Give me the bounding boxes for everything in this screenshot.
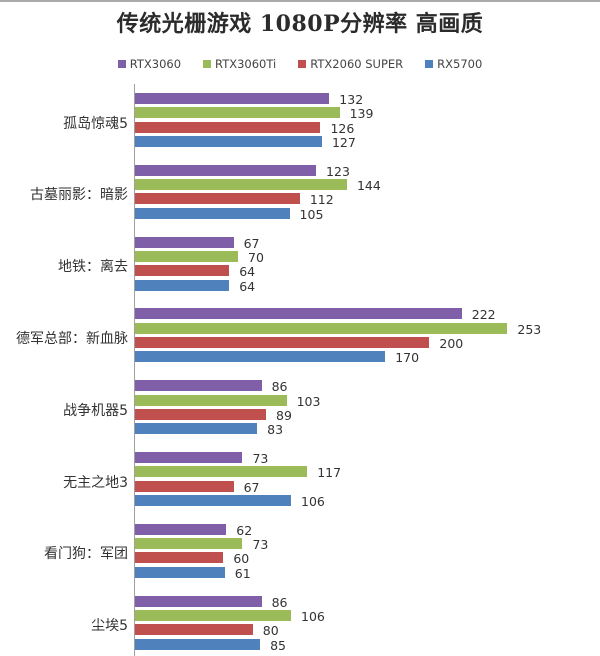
data-label: 200 xyxy=(439,336,464,351)
category-label: 孤岛惊魂5 xyxy=(63,115,128,132)
bar xyxy=(135,595,262,607)
legend-swatch-icon xyxy=(425,60,434,68)
legend-item-rx5700: RX5700 xyxy=(425,57,482,71)
data-label: 62 xyxy=(236,522,253,538)
data-label: 80 xyxy=(262,623,279,639)
legend-swatch-icon xyxy=(298,60,307,68)
bar xyxy=(135,609,292,621)
data-label: 222 xyxy=(471,307,496,323)
legend: RTX3060 RTX3060Ti RTX2060 SUPER RX5700 xyxy=(0,57,600,71)
legend-item-rtx3060ti: RTX3060Ti xyxy=(203,57,276,71)
bar xyxy=(135,193,300,205)
legend-item-rtx2060super: RTX2060 SUPER xyxy=(298,57,403,71)
data-label: 106 xyxy=(301,493,325,509)
data-label: 64 xyxy=(239,278,256,294)
bar xyxy=(135,337,430,348)
bar xyxy=(135,523,227,535)
legend-label: RTX3060Ti xyxy=(215,57,277,71)
bar xyxy=(135,394,287,406)
data-label: 139 xyxy=(349,106,374,122)
bar xyxy=(135,279,230,291)
bar xyxy=(135,164,317,176)
category-label: 战争机器5 xyxy=(63,402,128,419)
bar xyxy=(135,480,234,492)
bar xyxy=(135,308,462,320)
data-label: 127 xyxy=(331,134,356,150)
data-label: 64 xyxy=(239,264,256,280)
data-label: 132 xyxy=(339,92,364,107)
bar xyxy=(135,638,261,650)
legend-swatch-icon xyxy=(117,60,126,68)
bar xyxy=(135,466,308,478)
top-border xyxy=(0,0,600,2)
data-label: 70 xyxy=(248,249,264,265)
legend-item-rtx3060: RTX3060 xyxy=(117,57,182,71)
data-label: 73 xyxy=(252,537,269,553)
bar xyxy=(135,351,386,363)
bar xyxy=(135,93,330,104)
data-label: 123 xyxy=(326,163,350,179)
category-label: 古墓丽影：暗影 xyxy=(30,187,128,204)
data-label: 144 xyxy=(356,178,381,194)
bar xyxy=(135,552,224,564)
data-label: 86 xyxy=(271,379,288,395)
category-label: 看门狗：军团 xyxy=(44,546,128,563)
bar xyxy=(135,107,340,119)
legend-label: RTX2060 SUPER xyxy=(310,57,404,71)
legend-label: RX5700 xyxy=(437,57,483,71)
bar xyxy=(135,538,243,550)
bar xyxy=(135,452,243,463)
data-label: 85 xyxy=(270,637,287,653)
data-label: 170 xyxy=(395,350,420,366)
data-label: 61 xyxy=(234,565,251,581)
bar xyxy=(135,624,253,636)
bar xyxy=(135,207,290,219)
category-label: 德军总部：新血脉 xyxy=(16,331,128,347)
bar xyxy=(135,250,239,262)
bar xyxy=(135,121,321,133)
data-label: 86 xyxy=(271,594,288,610)
data-label: 83 xyxy=(267,422,284,438)
data-label: 112 xyxy=(309,192,334,208)
bar xyxy=(135,380,262,392)
data-label: 253 xyxy=(517,321,542,337)
bar xyxy=(135,135,322,147)
category-label: 无主之地3 xyxy=(63,474,128,491)
category-label: 尘埃5 xyxy=(91,618,128,635)
bar xyxy=(135,265,230,277)
bar xyxy=(135,423,258,435)
chart-title: 传统光栅游戏 1080P分辨率 高画质 xyxy=(116,11,484,37)
bar xyxy=(135,236,234,248)
data-label: 67 xyxy=(243,479,260,495)
data-label: 126 xyxy=(330,120,355,136)
data-label: 105 xyxy=(299,206,324,222)
data-label: 60 xyxy=(233,551,250,567)
legend-swatch-icon xyxy=(203,60,212,68)
category-axis xyxy=(134,84,135,656)
data-label: 106 xyxy=(301,608,325,624)
bar xyxy=(135,566,225,578)
category-label: 地铁：离去 xyxy=(58,259,128,276)
data-label: 73 xyxy=(252,451,269,466)
data-label: 67 xyxy=(243,235,260,251)
bar xyxy=(135,408,266,420)
data-label: 103 xyxy=(296,393,321,409)
bar xyxy=(135,179,347,191)
bar xyxy=(135,494,292,506)
legend-label: RTX3060 xyxy=(129,57,182,71)
data-label: 117 xyxy=(317,465,342,481)
bar xyxy=(135,322,508,334)
data-label: 89 xyxy=(276,407,292,423)
